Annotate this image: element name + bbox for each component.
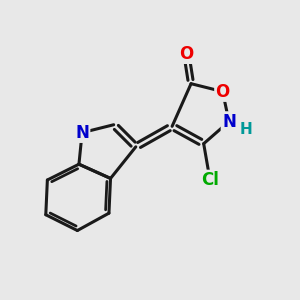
Text: O: O <box>215 82 230 100</box>
Text: Cl: Cl <box>201 171 219 189</box>
Text: O: O <box>179 45 194 63</box>
Text: H: H <box>240 122 253 137</box>
Text: N: N <box>75 124 89 142</box>
Text: N: N <box>222 112 236 130</box>
